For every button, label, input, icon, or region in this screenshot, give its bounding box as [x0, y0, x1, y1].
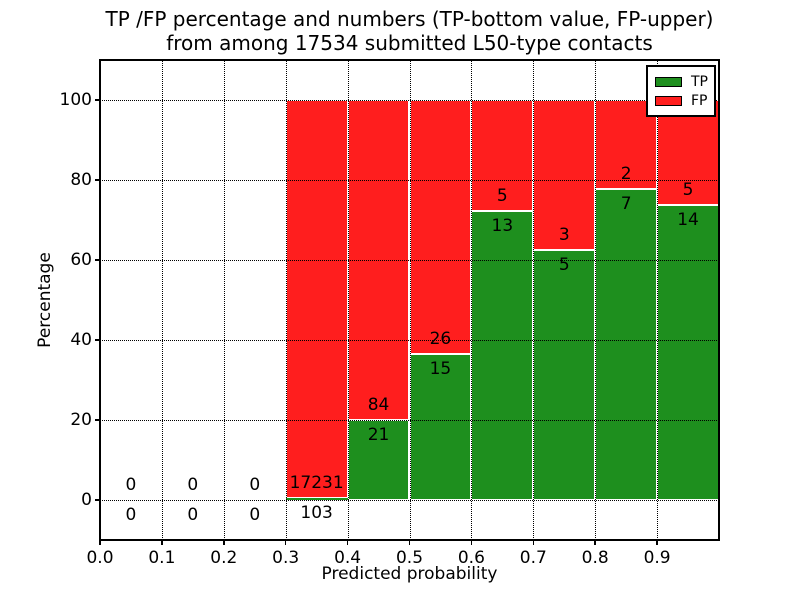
fp-count-label: 26 [429, 328, 452, 349]
x-tick-label: 0.5 [395, 548, 424, 568]
legend-label-fp: FP [691, 92, 708, 109]
x-tick-label: 0.1 [148, 548, 176, 568]
x-tick-mark [161, 540, 163, 545]
legend-label-tp: TP [691, 73, 708, 90]
legend: TP FP [646, 65, 716, 117]
fp-count-label: 84 [367, 395, 390, 415]
gridline-vertical [285, 60, 287, 540]
bar-segment-fp [409, 100, 472, 354]
x-tick-label: 0.6 [457, 548, 485, 568]
x-tick-label: 0.3 [272, 548, 300, 568]
chart-title: TP /FP percentage and numbers (TP-bottom… [100, 7, 719, 55]
x-tick-label: 0.2 [210, 548, 238, 568]
legend-swatch-tp-icon [655, 76, 682, 87]
x-tick-mark [408, 540, 411, 545]
fp-count-label: 2 [620, 163, 632, 184]
fp-count-label: 0 [249, 475, 261, 495]
y-axis-label: Percentage [35, 252, 55, 348]
x-tick-mark [656, 540, 658, 545]
x-tick-label: 0.7 [519, 548, 547, 568]
y-tick-mark [95, 179, 100, 181]
bar-segment-fp [285, 100, 348, 498]
chart-title-line1: TP /FP percentage and numbers (TP-bottom… [105, 7, 714, 31]
tp-count-label: 103 [300, 502, 333, 523]
tp-count-label: 14 [677, 210, 699, 231]
gridline-vertical [471, 60, 473, 540]
fp-count-label: 3 [558, 225, 570, 245]
x-axis-label: Predicted probability [321, 564, 498, 584]
tp-count-label: 5 [558, 255, 570, 275]
chart-title-line2: from among 17534 submitted L50-type cont… [166, 31, 653, 55]
tp-count-label: 0 [125, 505, 137, 525]
x-tick-label: 0.8 [581, 548, 609, 568]
x-tick-mark [346, 540, 349, 545]
gridline-vertical [223, 60, 225, 540]
y-tick-label: 40 [70, 330, 92, 350]
fp-count-label: 17231 [289, 472, 344, 493]
bar-segment-tp [533, 250, 596, 500]
bar-segment-fp [595, 100, 658, 189]
gridline-vertical [595, 60, 597, 540]
y-tick-mark [95, 419, 100, 421]
legend-entry-tp: TP [655, 72, 708, 91]
gridline-vertical [347, 60, 349, 540]
x-tick-mark [470, 540, 473, 545]
fp-count-label: 0 [125, 475, 137, 495]
tp-count-label: 0 [249, 505, 261, 525]
bar-segment-tp [471, 211, 534, 500]
bar-segment-tp [657, 205, 719, 500]
y-tick-label: 0 [81, 490, 92, 510]
tp-count-label: 0 [187, 505, 199, 525]
bar-segment-tp [347, 420, 410, 500]
fp-count-label: 5 [496, 186, 508, 207]
legend-entry-fp: FP [655, 91, 708, 110]
bar-segment-tp [285, 497, 348, 500]
tp-count-label: 21 [367, 425, 390, 445]
y-tick-mark [95, 339, 100, 341]
x-tick-mark [284, 540, 287, 545]
bar-segment-tp [595, 188, 658, 500]
tp-count-label: 13 [491, 216, 514, 237]
fp-count-label: 5 [682, 180, 694, 201]
tp-count-label: 7 [620, 193, 632, 214]
x-tick-label: 0.0 [86, 548, 114, 568]
legend-swatch-fp-icon [655, 95, 682, 106]
plot-area: 0 0 0 0 0 0 17231 103 84 21 26 15 5 13 3 5 2 7 5 14 [99, 59, 720, 541]
y-tick-label: 80 [70, 170, 92, 190]
y-tick-mark [95, 99, 100, 101]
gridline-vertical [533, 60, 535, 540]
fp-count-label: 0 [187, 475, 199, 495]
x-tick-mark [594, 540, 596, 545]
y-tick-label: 60 [70, 250, 92, 270]
x-tick-mark [223, 540, 225, 545]
y-tick-mark [95, 259, 100, 261]
x-tick-label: 0.9 [643, 548, 671, 568]
gridline-vertical [409, 60, 411, 540]
x-tick-label: 0.4 [334, 548, 362, 568]
gridline-vertical [657, 60, 659, 540]
x-tick-mark [532, 540, 535, 545]
x-tick-mark [99, 540, 101, 545]
y-tick-label: 20 [70, 410, 92, 430]
tp-count-label: 15 [429, 358, 452, 379]
y-tick-mark [95, 499, 100, 501]
y-tick-label: 100 [59, 90, 92, 110]
gridline-vertical [161, 60, 163, 540]
